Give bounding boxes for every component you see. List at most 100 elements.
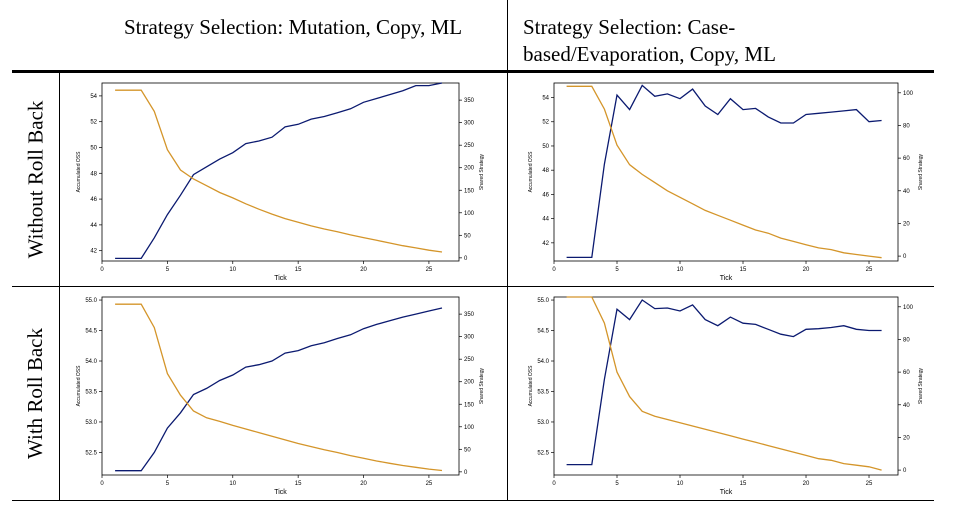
header-rule [12,70,934,73]
row-label-without-roll-back: Without Roll Back [23,100,47,259]
row-label-divider [59,72,60,501]
x-tick-label: 5 [615,267,619,273]
y-axis-label: Accumulated OSS [76,365,82,407]
y2-tick-label: 60 [903,370,910,376]
y2-tick-label: 40 [903,403,910,409]
x-tick-label: 0 [552,481,556,487]
x-axis-label: Tick [720,275,733,282]
x-tick-label: 25 [866,267,873,273]
series-line-shared-strategy [566,85,882,259]
y2-tick-label: 20 [903,435,910,441]
y-axis-label: Accumulated OSS [76,151,82,193]
y-tick-label: 53.0 [85,420,97,426]
y-axis-label: Accumulated OSS [528,365,534,407]
series-line-accumulated-oss [566,84,882,259]
y2-tick-label: 350 [464,98,475,104]
y-tick-label: 46 [90,197,97,203]
y2-tick-label: 100 [464,211,475,217]
series-line-shared-strategy [115,89,443,253]
y2-tick-label: 100 [903,305,914,311]
y-tick-label: 54.0 [537,359,549,365]
y-tick-label: 48 [542,168,549,174]
y2-tick-label: 80 [903,337,910,343]
y2-tick-label: 0 [464,256,468,262]
y2-tick-label: 50 [464,447,471,453]
x-tick-label: 20 [803,267,810,273]
y-tick-label: 46 [542,192,549,198]
y-tick-label: 53.0 [537,420,549,426]
chart-casebased-without-rollback: 0 5 10 15 20 25 42 44 46 48 50 52 54 0 20 40 60 80 100 Tick… [528,82,924,282]
y-tick-label: 44 [542,217,549,223]
x-tick-label: 10 [677,267,684,273]
x-tick-label: 20 [803,481,810,487]
series-line-accumulated-oss [115,82,443,260]
x-tick-label: 0 [100,481,104,487]
plot-frame [553,82,899,262]
x-axis-label: Tick [274,489,287,496]
y-tick-label: 53.5 [537,389,549,395]
y-tick-label: 42 [90,249,97,255]
y2-axis-label: Shared Strategy [918,153,924,190]
y-tick-label: 54.0 [85,359,97,365]
y-tick-label: 53.5 [85,389,97,395]
x-tick-label: 15 [295,267,302,273]
y-tick-label: 55.0 [537,298,549,304]
x-tick-label: 25 [426,481,433,487]
x-tick-label: 15 [740,267,747,273]
chart-mutation-without-rollback: 0 5 10 15 20 25 42 44 46 48 50 52 54 0 50 100 150 200 250 3… [76,82,485,282]
y-tick-label: 55.0 [85,298,97,304]
y-tick-label: 52.5 [537,450,549,456]
y-tick-label: 42 [542,241,549,247]
y-tick-label: 54.5 [85,329,97,335]
y2-tick-label: 300 [464,335,475,341]
column-header-case-based: Strategy Selection: Case-based/Evaporati… [523,15,776,66]
y2-tick-label: 20 [903,221,910,227]
plot-frame [553,296,899,476]
y-tick-label: 52.5 [85,450,97,456]
y-tick-label: 54.5 [537,329,549,335]
y2-tick-label: 80 [903,123,910,129]
series-line-shared-strategy [566,296,882,471]
x-tick-label: 20 [360,267,367,273]
row-divider [12,286,934,287]
y2-axis-label: Shared Strategy [479,153,485,190]
y2-axis-label: Shared Strategy [918,367,924,404]
y-tick-label: 54 [542,96,549,102]
y2-tick-label: 150 [464,402,475,408]
x-tick-label: 5 [166,481,170,487]
x-tick-label: 10 [229,481,236,487]
x-tick-label: 5 [615,481,619,487]
y-tick-label: 50 [90,145,97,151]
series-line-accumulated-oss [566,299,882,466]
x-tick-label: 15 [740,481,747,487]
column-header-mutation: Strategy Selection: Mutation, Copy, ML [124,15,463,39]
y-tick-label: 52 [542,120,549,126]
series-line-shared-strategy [115,303,443,472]
x-axis-label: Tick [274,275,287,282]
column-divider [507,0,508,501]
y-axis-label: Accumulated OSS [528,151,534,193]
y2-tick-label: 40 [903,189,910,195]
table-bottom-rule [12,500,934,501]
y2-tick-label: 150 [464,188,475,194]
y2-axis-label: Shared Strategy [479,367,485,404]
y-tick-label: 52 [90,120,97,126]
row-label-cell-without-rollback: Without Roll Back [12,73,59,286]
chart-casebased-with-rollback: 0 5 10 15 20 25 52.5 53.0 53.5 54.0 54.5 55.0 0 20 40 6… [528,296,924,496]
row-label-with-roll-back: With Roll Back [23,328,48,459]
y2-tick-label: 100 [464,425,475,431]
y2-tick-label: 0 [464,470,468,476]
y-tick-label: 48 [90,171,97,177]
x-axis-label: Tick [720,489,733,496]
x-tick-label: 20 [360,481,367,487]
x-tick-label: 5 [166,267,170,273]
x-tick-label: 0 [552,267,556,273]
y2-tick-label: 250 [464,357,475,363]
y-tick-label: 54 [90,94,97,100]
y2-tick-label: 100 [903,91,914,97]
y2-tick-label: 250 [464,143,475,149]
y2-tick-label: 60 [903,156,910,162]
y2-tick-label: 0 [903,254,907,260]
y2-tick-label: 350 [464,312,475,318]
row-label-cell-with-rollback: With Roll Back [12,287,59,500]
